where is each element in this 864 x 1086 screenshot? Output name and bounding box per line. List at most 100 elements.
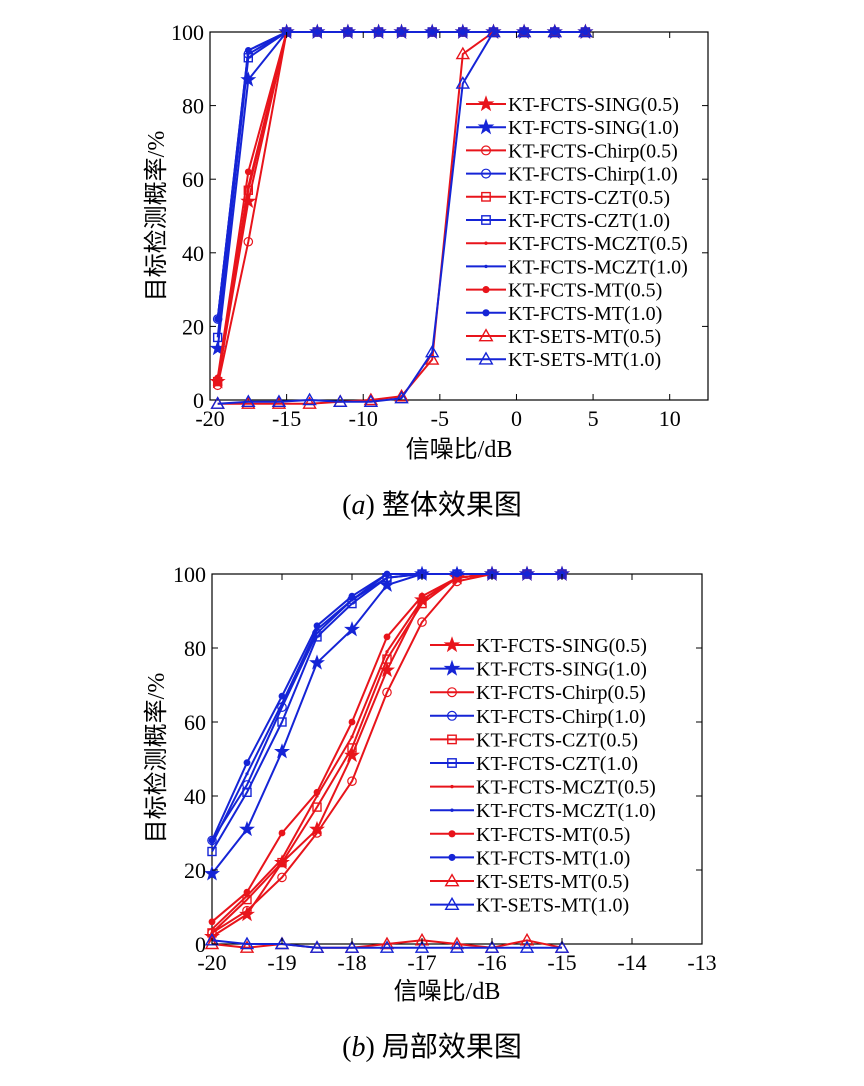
legend-swatch-marker bbox=[444, 896, 460, 911]
data-point bbox=[375, 28, 382, 36]
data-point bbox=[271, 396, 287, 409]
legend-swatch-marker bbox=[482, 286, 490, 294]
caption-a: (a) 整体效果图 bbox=[342, 489, 522, 521]
legend-swatch-marker bbox=[446, 687, 458, 698]
legend-label: KT-FCTS-SING(0.5) bbox=[508, 94, 679, 116]
x-tick-label: -16 bbox=[477, 950, 506, 975]
data-point bbox=[277, 872, 287, 883]
legend-entry: KT-SETS-MT(0.5) bbox=[430, 871, 629, 893]
data-point bbox=[244, 168, 252, 176]
legend-label: KT-SETS-MT(0.5) bbox=[476, 871, 629, 893]
data-point bbox=[309, 654, 325, 670]
data-point bbox=[385, 650, 389, 654]
data-point bbox=[244, 47, 252, 54]
data-point bbox=[383, 633, 391, 641]
legend-swatch-marker bbox=[448, 853, 456, 861]
data-point bbox=[239, 820, 255, 837]
data-point bbox=[243, 759, 251, 767]
legend-label: KT-FCTS-CZT(1.0) bbox=[508, 210, 670, 232]
data-point bbox=[455, 46, 471, 60]
x-tick-label: 0 bbox=[511, 406, 522, 431]
data-point bbox=[242, 905, 252, 916]
legend-entry: KT-FCTS-SING(1.0) bbox=[430, 659, 647, 681]
data-point bbox=[313, 622, 321, 630]
data-point bbox=[344, 940, 360, 953]
data-point bbox=[243, 236, 254, 247]
legend-swatch-marker bbox=[481, 191, 491, 202]
legend-b: KT-FCTS-SING(0.5)KT-FCTS-SING(1.0)KT-FCT… bbox=[430, 635, 656, 917]
data-point bbox=[379, 576, 395, 592]
legend-entry: KT-FCTS-MCZT(0.5) bbox=[466, 233, 688, 255]
legend-entry: KT-FCTS-CZT(0.5) bbox=[466, 187, 670, 209]
legend-label: KT-FCTS-MCZT(1.0) bbox=[508, 256, 688, 278]
legend-swatch-marker bbox=[481, 215, 491, 225]
legend-label: KT-FCTS-MCZT(1.0) bbox=[476, 800, 656, 822]
data-point bbox=[363, 394, 379, 408]
data-point bbox=[210, 927, 214, 931]
data-point bbox=[382, 687, 392, 698]
data-point bbox=[245, 772, 249, 776]
y-tick-label: 20 bbox=[184, 858, 206, 883]
y-tick-label: 100 bbox=[171, 20, 204, 45]
data-point bbox=[204, 936, 220, 950]
data-point bbox=[204, 932, 220, 946]
y-tick-label: 20 bbox=[182, 314, 204, 339]
series-KT-SETS-MT(1.0) bbox=[210, 24, 593, 409]
x-tick-label: 10 bbox=[659, 406, 681, 431]
data-point bbox=[309, 940, 325, 953]
legend-swatch-marker bbox=[477, 95, 495, 112]
data-point bbox=[278, 692, 286, 700]
data-point bbox=[239, 940, 255, 953]
data-point bbox=[280, 857, 284, 861]
data-point bbox=[246, 184, 250, 189]
data-point bbox=[519, 940, 535, 953]
x-tick-label: -13 bbox=[687, 950, 716, 975]
data-point bbox=[240, 192, 257, 209]
ticks-b: -20 -19 -18 -17 -16 -15 -14 -13 0 20 40 60 80 100 bbox=[173, 562, 717, 975]
data-point bbox=[278, 829, 286, 837]
legend-entry: KT-FCTS-Chirp(0.5) bbox=[430, 682, 646, 704]
legend-entry: KT-FCTS-MCZT(1.0) bbox=[430, 800, 656, 822]
data-point bbox=[350, 735, 354, 739]
data-point bbox=[333, 394, 348, 408]
x-tick-label: -5 bbox=[431, 406, 449, 431]
data-point bbox=[241, 394, 256, 408]
data-point bbox=[240, 71, 257, 87]
data-point bbox=[214, 315, 222, 323]
legend-entry: KT-FCTS-CZT(1.0) bbox=[466, 210, 670, 232]
legend-label: KT-FCTS-SING(1.0) bbox=[476, 659, 647, 681]
data-point bbox=[383, 570, 391, 578]
data-point bbox=[207, 846, 217, 857]
series-KT-SETS-MT(1.0) bbox=[204, 932, 570, 953]
legend-entry: KT-FCTS-SING(0.5) bbox=[466, 94, 679, 116]
x-tick-label: -19 bbox=[267, 950, 296, 975]
legend-label: KT-SETS-MT(1.0) bbox=[476, 895, 629, 917]
legend-label: KT-FCTS-MT(1.0) bbox=[508, 303, 662, 325]
y-tick-label: 40 bbox=[184, 784, 206, 809]
data-point bbox=[459, 28, 467, 36]
data-point bbox=[243, 888, 251, 896]
data-point bbox=[363, 392, 379, 406]
y-axis-label-b: 目标检测概率/% bbox=[143, 673, 170, 844]
plot-a-marks bbox=[209, 23, 594, 409]
legend-swatch-marker bbox=[447, 758, 457, 768]
x-axis-label-b: 信噪比/dB bbox=[394, 978, 501, 1005]
legend-label: KT-FCTS-SING(1.0) bbox=[508, 117, 679, 139]
data-point bbox=[414, 932, 430, 946]
y-tick-label: 100 bbox=[173, 562, 206, 587]
legend-label: KT-FCTS-Chirp(0.5) bbox=[476, 682, 646, 704]
data-point bbox=[554, 940, 570, 953]
legend-label: KT-FCTS-MT(0.5) bbox=[508, 280, 662, 302]
data-point bbox=[347, 776, 357, 786]
legend-swatch-marker bbox=[446, 710, 458, 721]
data-point bbox=[347, 743, 357, 753]
data-point bbox=[208, 918, 216, 926]
data-point bbox=[280, 701, 284, 706]
legend-swatch-marker bbox=[443, 659, 461, 676]
plot-b-marks bbox=[204, 565, 570, 953]
data-point bbox=[277, 717, 287, 727]
data-point bbox=[239, 905, 255, 922]
legend-label: KT-FCTS-SING(0.5) bbox=[476, 635, 647, 657]
legend-entry: KT-FCTS-Chirp(1.0) bbox=[466, 164, 678, 186]
